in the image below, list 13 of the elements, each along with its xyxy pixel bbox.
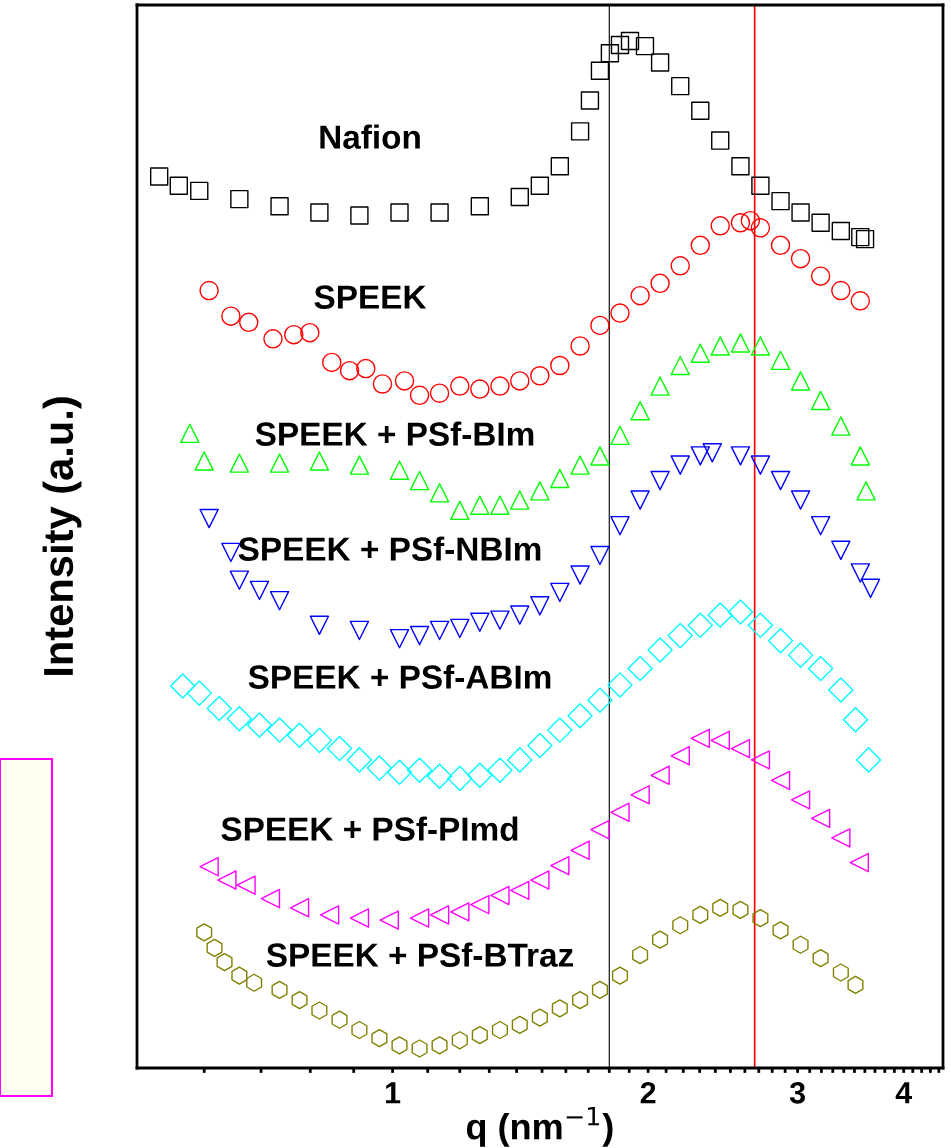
x-tick-label: 2 <box>640 1082 656 1104</box>
series-label: SPEEK + PSf-NBIm <box>238 536 541 561</box>
series-label: SPEEK <box>314 285 427 309</box>
x-tick-label: 3 <box>789 1082 806 1104</box>
series-label: SPEEK + PSf-BTraz <box>266 942 574 967</box>
x-axis-title: q (nm$^{−1}$) <box>466 1106 613 1147</box>
x-tick-label: 1 <box>385 1082 401 1104</box>
series-label: SPEEK + PSf-ABIm <box>248 664 551 689</box>
series-label: Nafion <box>320 124 420 149</box>
series-label: SPEEK + PSf-PImd <box>221 816 518 841</box>
x-tick-label: 4 <box>895 1082 913 1104</box>
series-label: SPEEK + PSf-BIm <box>255 421 534 446</box>
y-axis-title: Intensity (a.u.) <box>42 397 82 675</box>
